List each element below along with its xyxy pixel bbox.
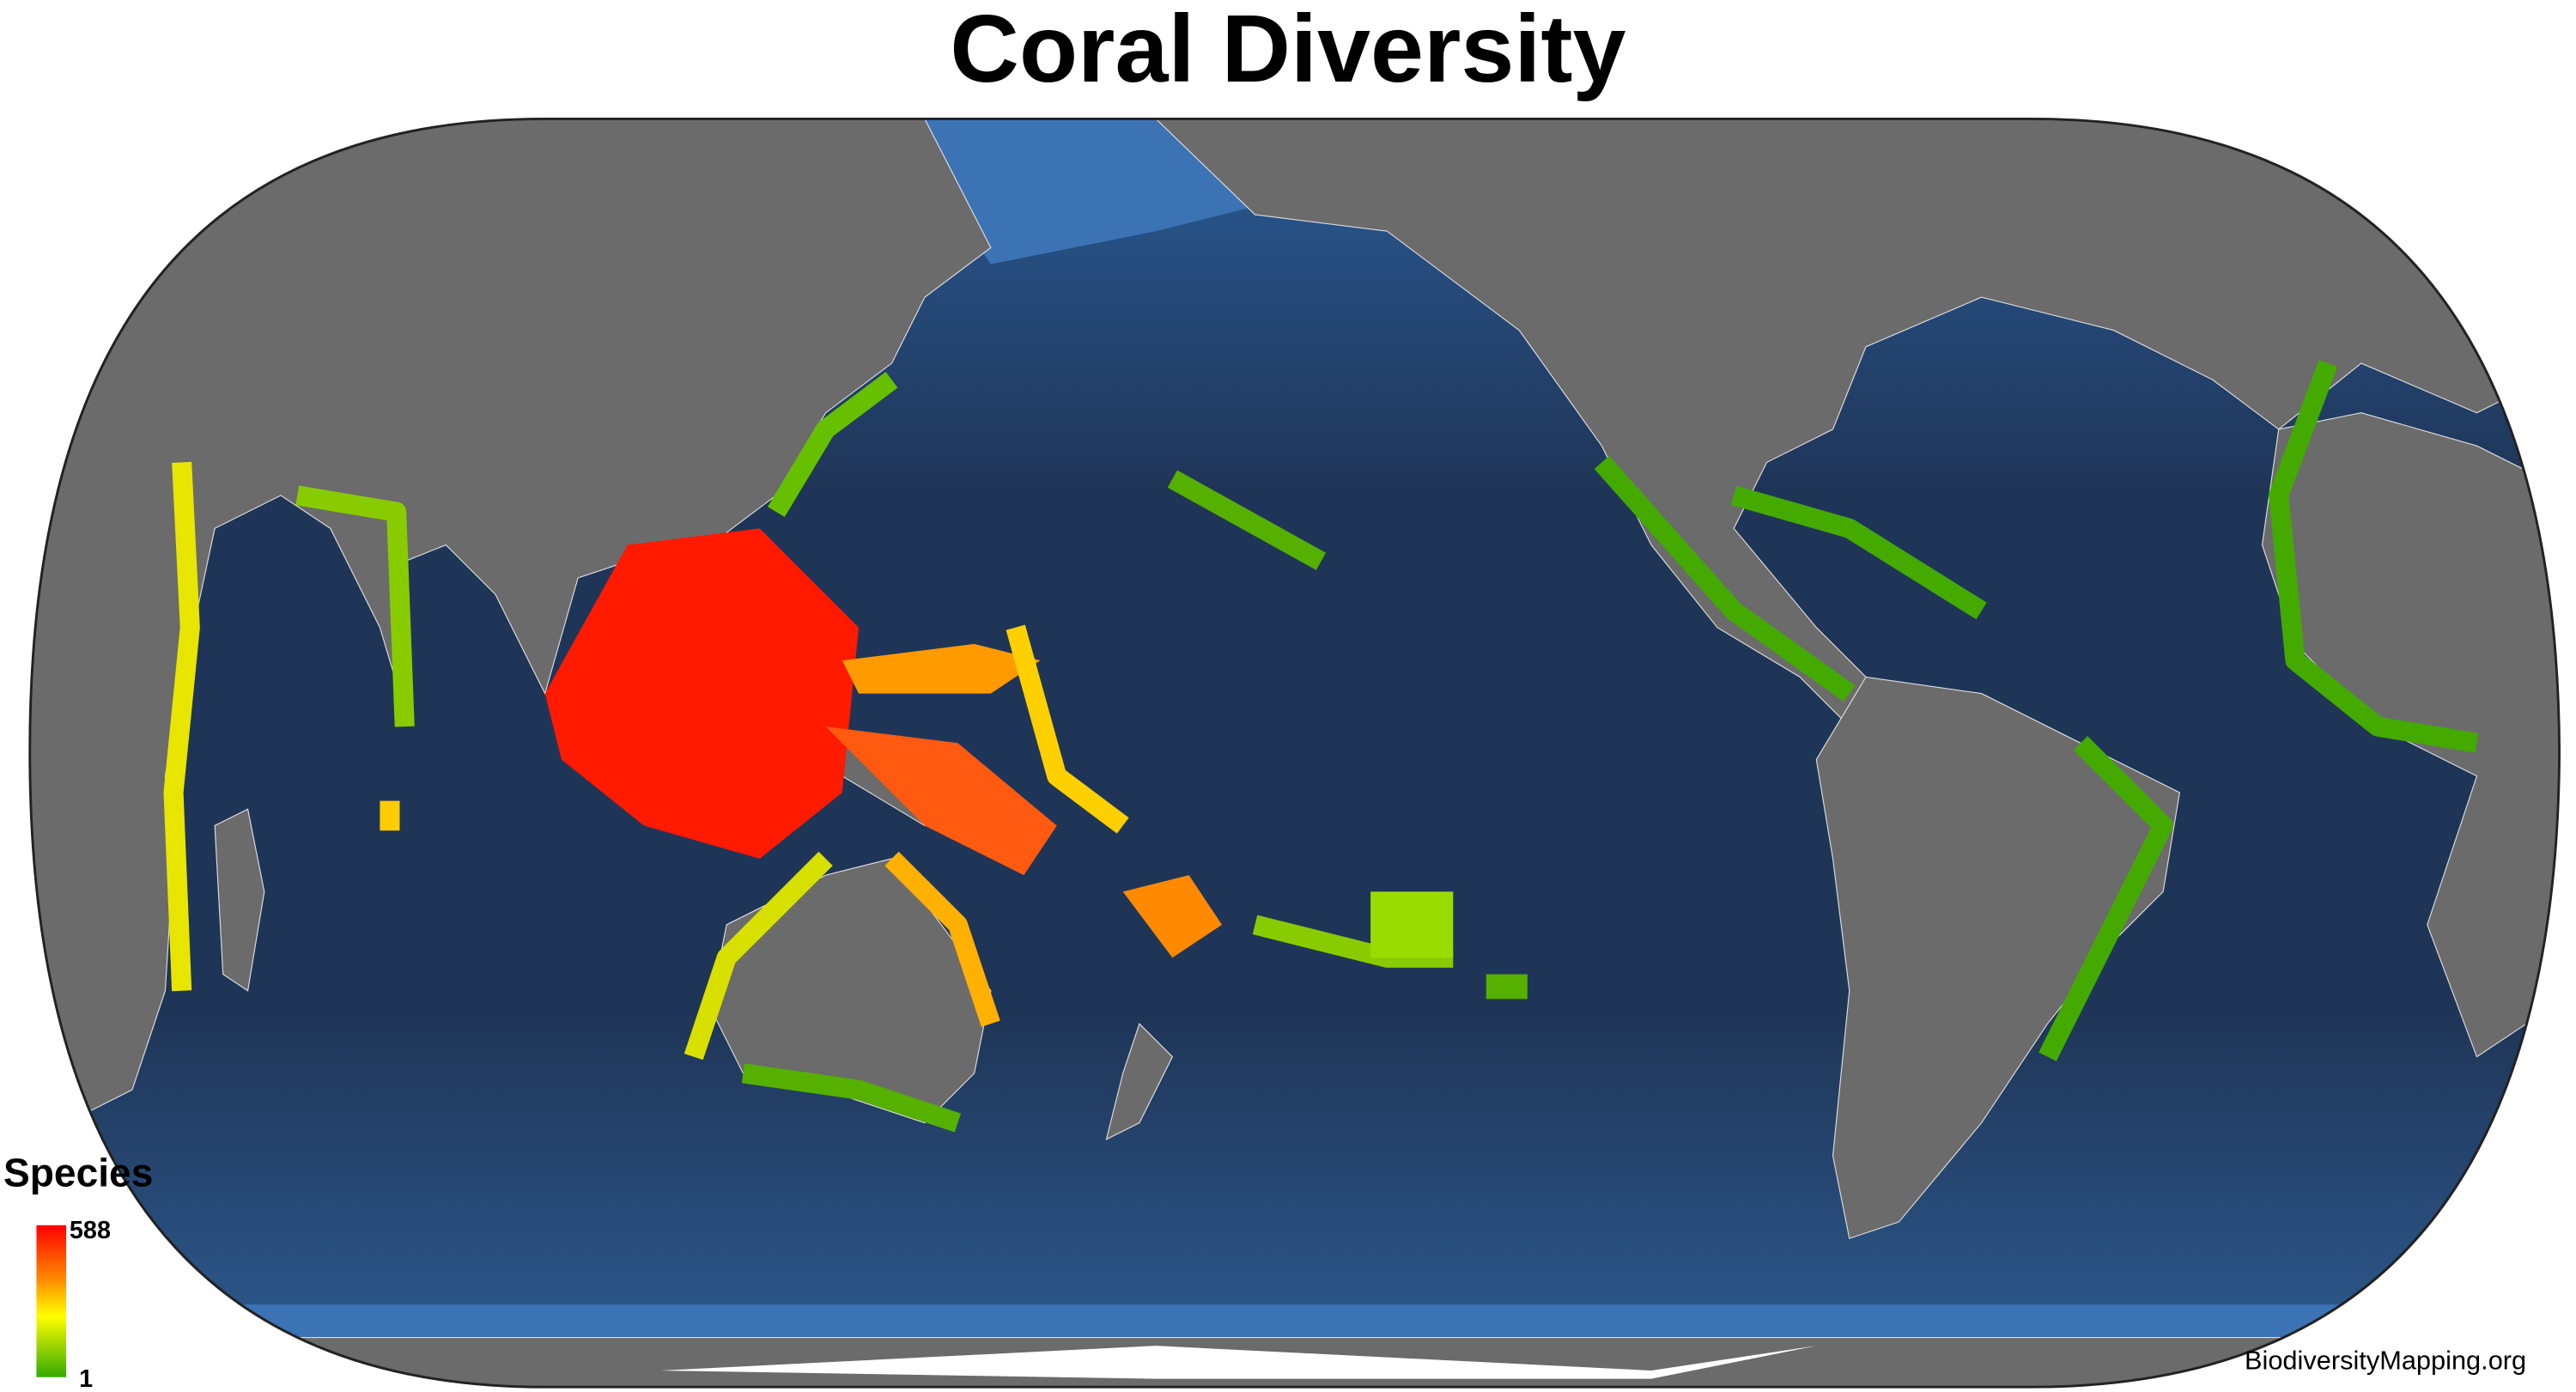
coral-hawaii (1167, 470, 1327, 570)
ice-shelf (660, 1346, 1817, 1379)
coral-range (163, 359, 2479, 1133)
coral-caribbean (1731, 485, 1987, 620)
coral-red-sea (2269, 359, 2479, 753)
legend-color-bar (36, 1225, 67, 1377)
coral-east-africa (163, 461, 200, 992)
south-america (1815, 676, 2181, 1239)
coral-japan (768, 372, 898, 518)
coral-fiji (1122, 875, 1223, 958)
coral-pacific-chain (1005, 624, 1129, 834)
new-zealand (1105, 1023, 1174, 1140)
australia (709, 858, 992, 1124)
legend-max: 588 (70, 1217, 111, 1244)
coral-pitcairn (1485, 974, 1528, 1000)
coral-micronesia (841, 643, 1041, 694)
coral-chagos (380, 800, 400, 831)
legend-title: Species (3, 1150, 153, 1194)
coral-tuamotu (1370, 891, 1454, 958)
coral-east-pacific (1594, 455, 1856, 702)
map-title: Coral Diversity (950, 0, 1625, 102)
world-map (29, 119, 2560, 1388)
madagascar (214, 808, 265, 992)
coral-melanesia (825, 726, 1057, 876)
credit: BiodiversityMapping.org (2245, 1346, 2526, 1376)
coral-indo-pacific-core (544, 528, 860, 859)
coral-brazil (2038, 736, 2173, 1061)
map-frame (28, 118, 2561, 1389)
coral-west-australia (683, 851, 833, 1061)
coral-gbr (884, 851, 1000, 1027)
coral-south-australia (741, 1063, 962, 1133)
legend-min: 1 (79, 1365, 93, 1392)
coral-arabia-india (295, 485, 415, 727)
